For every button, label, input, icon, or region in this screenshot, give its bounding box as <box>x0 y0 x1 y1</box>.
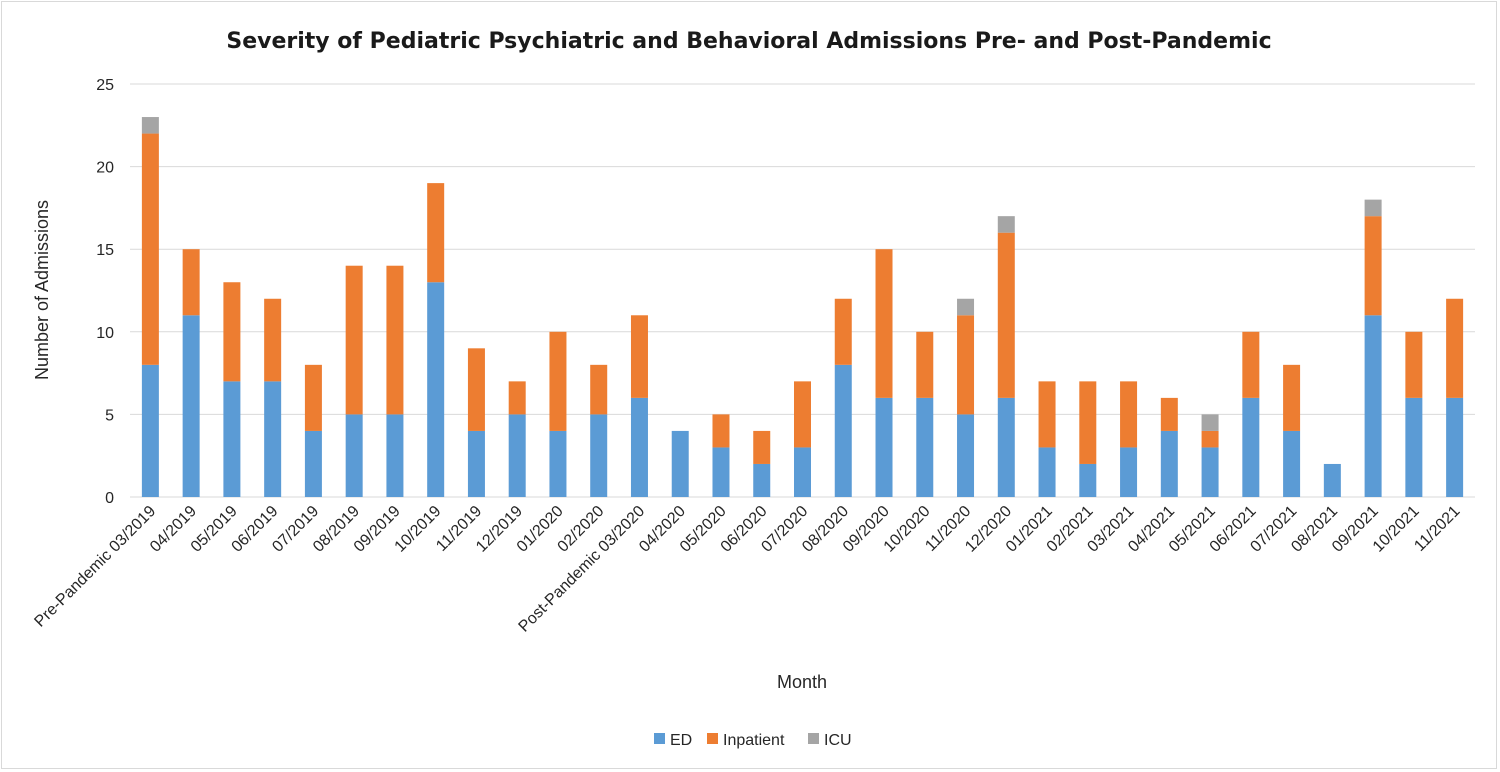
bars <box>141 117 1464 497</box>
x-tick-label: Pre-Pandemic 03/2019 <box>31 503 159 631</box>
bar-inpatient-17 <box>834 298 852 365</box>
bar-ed-22 <box>1038 447 1056 497</box>
bar-ed-19 <box>916 397 934 497</box>
bar-inpatient-24 <box>1120 381 1138 448</box>
bar-ed-24 <box>1120 447 1138 497</box>
legend-label-ed: ED <box>670 732 692 749</box>
bar-inpatient-19 <box>916 331 934 398</box>
bar-ed-15 <box>753 463 771 497</box>
legend-label-icu: ICU <box>824 732 852 749</box>
y-tick-label: 20 <box>96 160 114 177</box>
bar-ed-23 <box>1079 463 1097 497</box>
bar-ed-21 <box>997 397 1015 497</box>
bar-inpatient-31 <box>1405 331 1423 398</box>
bar-inpatient-15 <box>753 430 771 464</box>
bar-ed-28 <box>1283 430 1301 497</box>
bar-inpatient-1 <box>182 249 200 316</box>
y-tick-labels: 0 5 10 15 20 25 <box>96 77 114 507</box>
bar-inpatient-23 <box>1079 381 1097 464</box>
legend-swatch-ed <box>654 733 665 744</box>
bar-ed-13 <box>671 430 689 497</box>
bar-inpatient-26 <box>1201 430 1219 448</box>
bar-ed-18 <box>875 397 893 497</box>
bar-icu-30 <box>1364 199 1382 217</box>
bar-ed-31 <box>1405 397 1423 497</box>
bar-inpatient-20 <box>957 315 975 415</box>
bar-ed-29 <box>1323 463 1341 497</box>
bar-ed-16 <box>794 447 811 497</box>
bar-inpatient-7 <box>427 183 445 283</box>
bar-ed-0 <box>141 364 159 497</box>
legend-label-inpatient: Inpatient <box>723 732 785 749</box>
bar-ed-2 <box>223 381 241 497</box>
y-axis-label: Number of Admissions <box>32 200 52 380</box>
bar-ed-6 <box>386 414 404 497</box>
chart-title: Severity of Pediatric Psychiatric and Be… <box>226 29 1271 54</box>
bar-inpatient-5 <box>345 265 363 415</box>
bar-inpatient-22 <box>1038 381 1056 448</box>
bar-ed-30 <box>1364 315 1382 497</box>
bar-ed-4 <box>304 430 322 497</box>
bar-inpatient-6 <box>386 265 404 415</box>
bar-ed-14 <box>712 447 730 497</box>
x-axis-label: Month <box>777 672 827 692</box>
bar-ed-10 <box>549 430 567 497</box>
bar-inpatient-16 <box>794 381 811 448</box>
bar-icu-0 <box>141 117 159 134</box>
bar-inpatient-18 <box>875 249 893 398</box>
bar-inpatient-28 <box>1283 364 1301 431</box>
bar-ed-8 <box>467 430 485 497</box>
bar-icu-21 <box>997 216 1015 233</box>
legend-swatch-icu <box>808 733 819 744</box>
bar-inpatient-27 <box>1242 331 1260 398</box>
bar-inpatient-21 <box>997 232 1015 398</box>
bar-inpatient-0 <box>141 133 159 365</box>
bar-inpatient-14 <box>712 414 730 448</box>
bar-inpatient-4 <box>304 364 322 431</box>
bar-inpatient-12 <box>630 315 648 398</box>
bar-ed-11 <box>590 414 608 497</box>
y-tick-label: 5 <box>105 407 114 424</box>
bar-inpatient-3 <box>264 298 282 382</box>
bar-ed-5 <box>345 414 363 497</box>
bar-inpatient-9 <box>508 381 526 415</box>
y-tick-label: 0 <box>105 490 114 507</box>
bar-ed-1 <box>182 315 200 497</box>
bar-ed-17 <box>834 364 852 497</box>
bar-inpatient-2 <box>223 282 241 382</box>
bar-inpatient-32 <box>1446 298 1464 398</box>
bar-ed-9 <box>508 414 526 497</box>
x-tick-labels: Pre-Pandemic 03/201904/201905/201906/201… <box>31 503 1463 636</box>
bar-ed-3 <box>264 381 282 497</box>
bar-ed-12 <box>630 397 648 497</box>
bar-ed-7 <box>427 282 445 497</box>
y-tick-label: 25 <box>96 77 114 94</box>
y-tick-label: 10 <box>96 325 114 342</box>
bar-ed-26 <box>1201 447 1219 497</box>
bar-icu-20 <box>957 298 975 316</box>
bar-ed-27 <box>1242 397 1260 497</box>
bar-inpatient-11 <box>590 364 608 415</box>
legend: ED Inpatient ICU <box>654 732 852 749</box>
bar-ed-20 <box>957 414 975 497</box>
bar-inpatient-30 <box>1364 216 1382 316</box>
bar-icu-26 <box>1201 414 1219 431</box>
bar-ed-25 <box>1160 430 1178 497</box>
x-tick-label: 11/2021 <box>1411 503 1463 555</box>
legend-swatch-inpatient <box>707 733 718 744</box>
bar-inpatient-8 <box>467 348 485 431</box>
bar-ed-32 <box>1446 397 1464 497</box>
bar-inpatient-25 <box>1160 397 1178 431</box>
bar-inpatient-10 <box>549 331 567 431</box>
y-tick-label: 15 <box>96 242 114 259</box>
